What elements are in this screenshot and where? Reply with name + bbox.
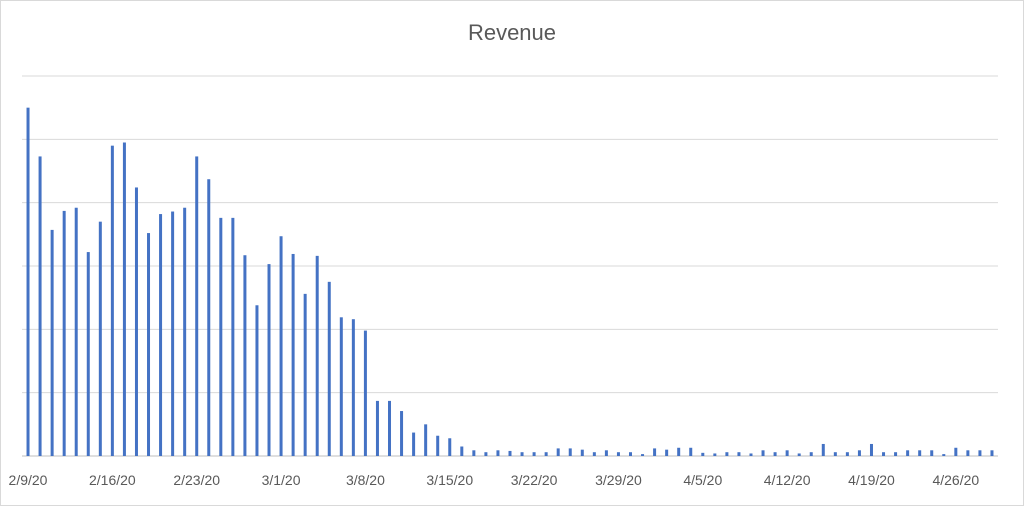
bar <box>171 211 175 456</box>
bar <box>400 411 404 456</box>
bar <box>869 443 873 456</box>
bar <box>797 453 801 456</box>
bar <box>628 452 632 456</box>
bar <box>448 438 452 456</box>
bar <box>159 214 163 456</box>
bar <box>641 454 645 456</box>
x-tick-label: 3/29/20 <box>595 472 642 488</box>
x-tick-label: 3/22/20 <box>511 472 558 488</box>
x-tick-labels: 2/9/20 2/16/20 2/23/20 3/1/20 3/8/20 3/15/20 3… <box>9 472 980 488</box>
bar <box>110 145 114 456</box>
bar <box>484 452 488 456</box>
bar <box>508 450 512 456</box>
bar <box>243 255 247 456</box>
bar <box>207 179 211 456</box>
bar <box>520 452 524 456</box>
bar <box>568 448 572 456</box>
bar <box>809 452 813 456</box>
bar <box>436 435 440 456</box>
x-tick-label: 2/23/20 <box>173 472 220 488</box>
bar <box>460 446 464 456</box>
bar <box>689 447 693 456</box>
bar <box>472 450 476 456</box>
bar <box>62 210 66 456</box>
bar <box>580 449 584 456</box>
bar <box>50 229 54 456</box>
bar <box>291 253 295 456</box>
bar <box>918 450 922 456</box>
bar <box>604 450 608 456</box>
bar <box>592 452 596 456</box>
x-tick-label: 4/12/20 <box>764 472 811 488</box>
bar <box>231 217 235 456</box>
bar <box>183 207 187 456</box>
bar <box>942 454 946 456</box>
x-tick-label: 4/19/20 <box>848 472 895 488</box>
x-tick-label: 3/8/20 <box>346 472 385 488</box>
bar <box>424 424 428 456</box>
bar <box>303 293 307 456</box>
bar <box>665 449 669 456</box>
bar <box>833 452 837 456</box>
bar <box>544 452 548 456</box>
bar <box>412 432 416 456</box>
bar <box>375 400 379 456</box>
x-tick-label: 2/9/20 <box>9 472 48 488</box>
bar <box>990 450 994 456</box>
bar <box>857 450 861 456</box>
bar <box>122 142 126 456</box>
x-tick-label: 2/16/20 <box>89 472 136 488</box>
bar <box>785 450 789 456</box>
bar <box>906 450 910 456</box>
bar <box>532 452 536 456</box>
x-tick-label: 3/15/20 <box>426 472 473 488</box>
bar <box>677 447 681 456</box>
bar <box>279 236 283 456</box>
bar <box>86 252 90 456</box>
bar <box>255 305 259 456</box>
bar <box>713 453 717 456</box>
bar <box>882 452 886 456</box>
bar <box>195 156 199 456</box>
bar <box>26 107 30 457</box>
bar <box>219 217 223 456</box>
bar <box>930 450 934 456</box>
x-tick-label: 3/1/20 <box>262 472 301 488</box>
bar <box>98 221 102 456</box>
bar <box>315 255 319 456</box>
bar <box>388 400 392 456</box>
bar <box>556 448 560 456</box>
bar <box>966 450 970 456</box>
bar <box>821 443 825 456</box>
bar <box>616 452 620 456</box>
bar <box>701 452 705 456</box>
gridlines <box>22 75 998 457</box>
bar <box>351 319 355 456</box>
bar <box>954 447 958 456</box>
bar <box>749 453 753 456</box>
bar <box>845 452 849 456</box>
bar <box>737 452 741 456</box>
bar <box>147 233 151 456</box>
chart-title: Revenue <box>467 20 557 45</box>
bar <box>327 281 331 456</box>
bar <box>363 330 367 456</box>
bar <box>761 450 765 456</box>
bar <box>725 452 729 456</box>
bar <box>339 317 343 456</box>
bar <box>267 264 271 456</box>
bar <box>773 452 777 456</box>
bar <box>496 450 500 456</box>
x-tick-label: 4/26/20 <box>932 472 979 488</box>
bar <box>653 448 657 456</box>
x-tick-label: 4/5/20 <box>683 472 722 488</box>
bar <box>74 207 78 456</box>
bar <box>134 187 138 456</box>
bar <box>978 450 982 456</box>
bar <box>894 452 898 456</box>
bars <box>26 107 994 457</box>
bar <box>38 156 42 456</box>
